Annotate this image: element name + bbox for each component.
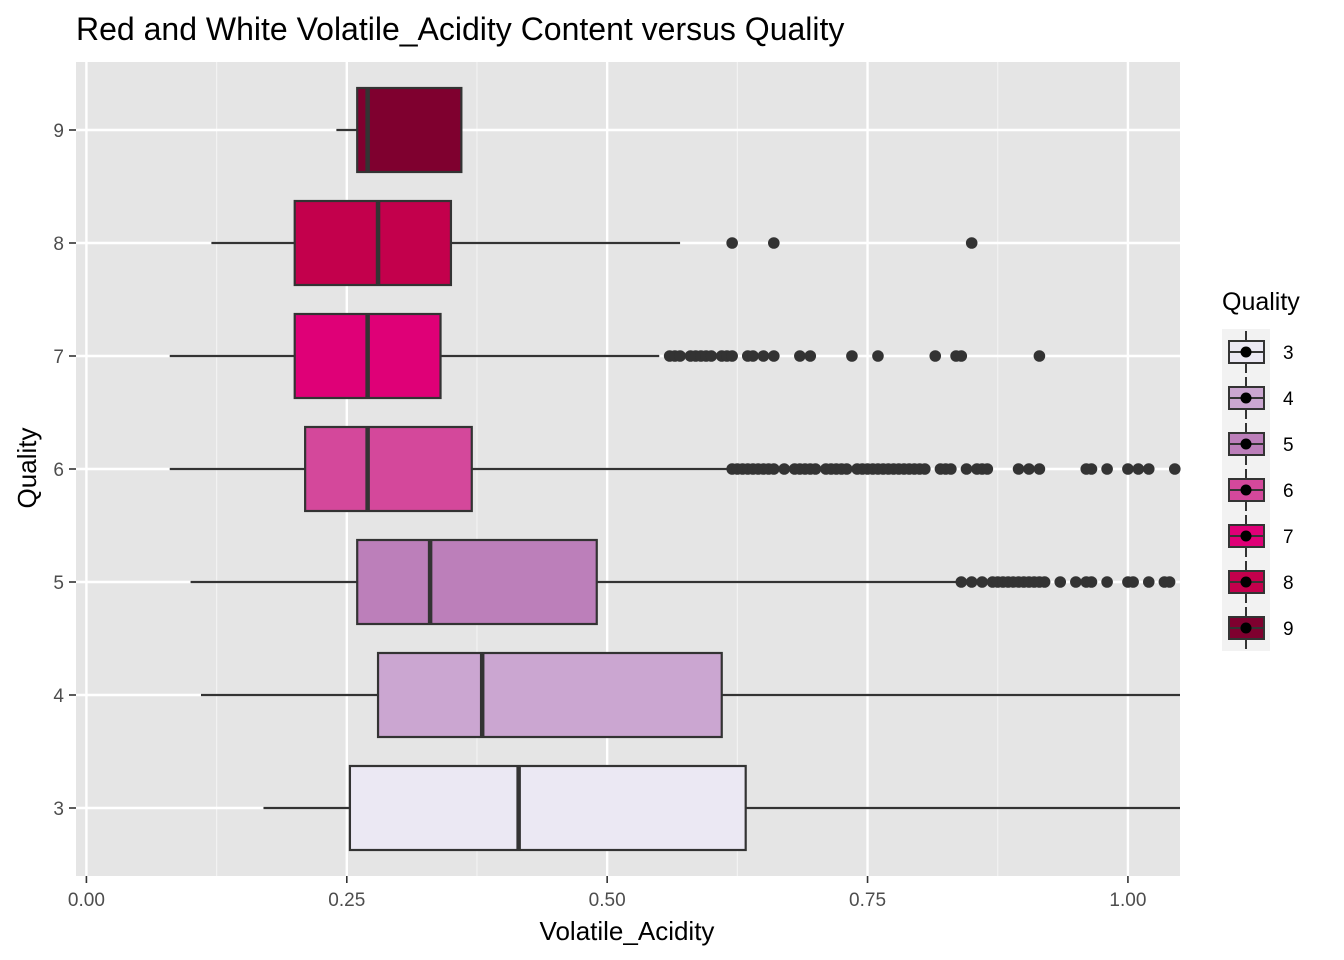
outlier-point xyxy=(1127,576,1139,588)
legend-label: 9 xyxy=(1283,619,1294,640)
legend-item-9: 9 xyxy=(1228,607,1294,649)
legend-key-point xyxy=(1240,622,1252,634)
outlier-point xyxy=(1012,463,1025,475)
outlier-point xyxy=(1132,463,1145,475)
outlier-point xyxy=(1085,463,1098,475)
outlier-point xyxy=(1023,463,1035,475)
outlier-point xyxy=(1033,350,1046,362)
outlier-point xyxy=(955,576,968,588)
outlier-point xyxy=(1070,576,1082,588)
box-quality-8 xyxy=(211,199,978,287)
box-iqr xyxy=(356,86,463,174)
x-tick-label: 1.00 xyxy=(1109,890,1146,911)
outlier-point xyxy=(804,350,817,362)
legend: Quality 3 4 5 6 7 8 9 xyxy=(1222,288,1300,651)
legend-key-point xyxy=(1240,346,1252,358)
legend-title: Quality xyxy=(1222,288,1300,316)
y-tick-label: 5 xyxy=(53,573,64,594)
outlier-point xyxy=(846,350,858,362)
outlier-point xyxy=(757,350,770,362)
y-axis: 3 4 5 6 7 8 9 xyxy=(53,121,76,820)
y-tick-label: 6 xyxy=(53,460,64,481)
legend-item-5: 5 xyxy=(1228,423,1294,465)
box-group xyxy=(169,86,1181,852)
box-iqr xyxy=(304,425,473,513)
legend-key-point xyxy=(1240,392,1252,404)
y-tick-label: 3 xyxy=(53,799,64,820)
outlier-point xyxy=(1033,463,1046,475)
outlier-point xyxy=(1085,576,1098,588)
outlier-point xyxy=(965,576,978,588)
outlier-point xyxy=(955,350,968,362)
x-axis: 0.00 0.25 0.50 0.75 1.00 xyxy=(68,876,1146,911)
outlier-point xyxy=(929,350,942,362)
x-tick-label: 0.00 xyxy=(68,890,105,911)
outlier-point xyxy=(1168,463,1181,475)
legend-key-point xyxy=(1240,484,1252,496)
outlier-point xyxy=(960,463,973,475)
legend-label: 4 xyxy=(1283,389,1294,410)
legend-item-8: 8 xyxy=(1228,561,1294,603)
legend-key-point xyxy=(1240,530,1252,542)
outlier-point xyxy=(778,463,791,475)
legend-item-7: 7 xyxy=(1228,515,1294,557)
outlier-point xyxy=(809,463,822,475)
box-iqr xyxy=(356,538,598,626)
x-tick-label: 0.75 xyxy=(849,890,886,911)
box-iqr xyxy=(376,651,723,739)
outlier-point xyxy=(674,350,686,362)
outlier-point xyxy=(1142,576,1155,588)
legend-label: 5 xyxy=(1283,435,1294,456)
outlier-point xyxy=(840,463,853,475)
outlier-point xyxy=(726,237,738,249)
box-quality-7 xyxy=(169,312,1046,400)
x-axis-title: Volatile_Acidity xyxy=(540,916,715,946)
legend-item-6: 6 xyxy=(1228,469,1294,511)
outlier-point xyxy=(872,350,884,362)
legend-item-4: 4 xyxy=(1228,377,1294,419)
x-tick-label: 0.25 xyxy=(328,890,365,911)
outlier-point xyxy=(1142,463,1155,475)
y-tick-label: 7 xyxy=(53,347,64,368)
legend-key-point xyxy=(1240,438,1252,450)
legend-label: 7 xyxy=(1283,527,1294,548)
chart-title: Red and White Volatile_Acidity Content v… xyxy=(76,11,844,47)
outlier-point xyxy=(976,576,988,588)
outlier-point xyxy=(981,463,994,475)
y-axis-title: Quality xyxy=(12,428,42,509)
legend-label: 3 xyxy=(1283,343,1294,364)
legend-label: 8 xyxy=(1283,573,1294,594)
y-tick-label: 8 xyxy=(53,234,64,255)
x-tick-label: 0.50 xyxy=(589,890,626,911)
outlier-point xyxy=(1122,463,1134,475)
box-quality-6 xyxy=(169,425,1181,513)
outlier-point xyxy=(768,463,780,475)
legend-key-point xyxy=(1240,576,1252,588)
y-tick-label: 4 xyxy=(53,686,64,707)
outlier-point xyxy=(794,350,806,362)
outlier-point xyxy=(1163,576,1176,588)
outlier-point xyxy=(1038,576,1051,588)
box-iqr xyxy=(348,764,747,852)
outlier-point xyxy=(1054,576,1067,588)
box-quality-9 xyxy=(336,86,463,174)
y-tick-label: 9 xyxy=(53,121,64,142)
outlier-point xyxy=(1101,463,1113,475)
outlier-point xyxy=(768,237,780,249)
outlier-point xyxy=(1101,576,1113,588)
outlier-point xyxy=(965,237,978,249)
legend-item-3: 3 xyxy=(1228,331,1294,373)
outlier-point xyxy=(945,463,957,475)
legend-label: 6 xyxy=(1283,481,1294,502)
outlier-point xyxy=(747,350,759,362)
outlier-point xyxy=(705,350,718,362)
box-quality-5 xyxy=(190,538,1176,626)
box-iqr xyxy=(293,199,453,287)
outlier-point xyxy=(726,350,738,362)
box-quality-3 xyxy=(263,764,1180,852)
outlier-point xyxy=(768,350,780,362)
box-quality-4 xyxy=(200,651,1180,739)
outlier-point xyxy=(919,463,931,475)
